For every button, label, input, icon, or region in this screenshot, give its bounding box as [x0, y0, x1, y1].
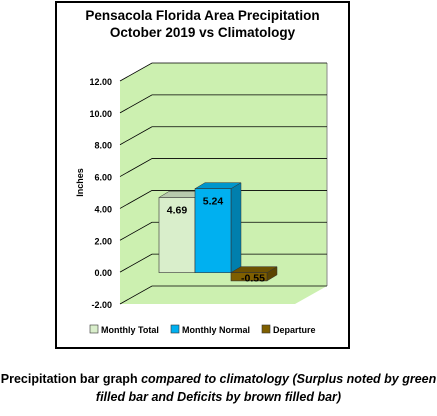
bar: [158, 197, 196, 273]
caption-italic: compared to climatology (Surplus noted b…: [95, 372, 437, 404]
y-tick-label: 6.00: [94, 173, 112, 183]
data-label: -0.55: [241, 273, 265, 285]
gridline: [119, 62, 327, 82]
y-axis-title: Inches: [75, 168, 85, 197]
y-tick-label: 0.00: [94, 268, 112, 278]
gridline: [119, 158, 327, 177]
legend-swatch: [261, 324, 271, 334]
legend-label: Monthly Total: [101, 325, 159, 335]
gridline: [119, 221, 327, 241]
chart-title-line-2: October 2019 vs Climatology: [109, 25, 296, 40]
legend-label: Monthly Normal: [182, 325, 250, 335]
gridline: [119, 285, 327, 305]
chart-title-line-1: Pensacola Florida Area Precipitation: [85, 8, 320, 23]
bar: [194, 188, 232, 273]
legend-label: Departure: [273, 325, 316, 335]
bar-side: [230, 182, 242, 274]
y-tick-label: 2.00: [94, 236, 112, 246]
gridline: [119, 190, 327, 209]
figure-caption: Precipitation bar graph compared to clim…: [0, 370, 437, 406]
data-label: 5.24: [203, 196, 224, 208]
legend-swatch: [89, 324, 99, 334]
y-tick-label: 8.00: [94, 141, 112, 151]
y-tick-label: 4.00: [94, 204, 112, 214]
y-tick-label: 10.00: [89, 109, 112, 119]
data-label: 4.69: [167, 204, 188, 216]
bar: [230, 272, 268, 282]
y-tick-label: 12.00: [89, 77, 112, 87]
y-tick-label: -2.00: [91, 300, 112, 310]
gridline: [119, 126, 327, 146]
gridline: [119, 253, 327, 273]
gridline: [119, 94, 327, 114]
legend-swatch: [170, 324, 180, 334]
chart-svg: -2.00 0.00 2.00 4.00 6.00 8.00 10.00 12.00 Inche…: [75, 62, 328, 335]
caption-plain: Precipitation bar graph: [0, 372, 142, 386]
